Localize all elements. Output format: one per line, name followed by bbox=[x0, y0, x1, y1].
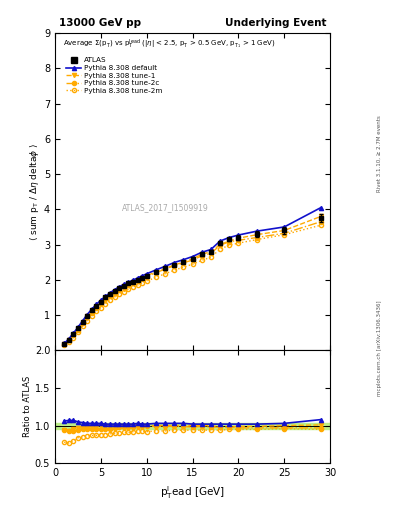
Text: 13000 GeV pp: 13000 GeV pp bbox=[59, 18, 141, 28]
Y-axis label: $\langle$ sum p$_\mathrm{T}$ / $\Delta\eta$ delta$\phi$ $\rangle$: $\langle$ sum p$_\mathrm{T}$ / $\Delta\e… bbox=[28, 143, 41, 241]
Text: Average $\Sigma$(p$_\mathrm{T}$) vs p$_\mathrm{T}^\mathrm{lead}$ ($|\eta|$ < 2.5: Average $\Sigma$(p$_\mathrm{T}$) vs p$_\… bbox=[63, 38, 276, 51]
Text: mcplots.cern.ch [arXiv:1306.3436]: mcplots.cern.ch [arXiv:1306.3436] bbox=[377, 301, 382, 396]
X-axis label: p$_\mathrm{T}^\mathrm{l}$ead [GeV]: p$_\mathrm{T}^\mathrm{l}$ead [GeV] bbox=[160, 484, 225, 501]
Text: Rivet 3.1.10, ≥ 2.7M events: Rivet 3.1.10, ≥ 2.7M events bbox=[377, 115, 382, 192]
Bar bbox=[55, 422, 330, 429]
Legend: ATLAS, Pythia 8.308 default, Pythia 8.308 tune-1, Pythia 8.308 tune-2c, Pythia 8: ATLAS, Pythia 8.308 default, Pythia 8.30… bbox=[64, 56, 164, 95]
Y-axis label: Ratio to ATLAS: Ratio to ATLAS bbox=[23, 376, 32, 437]
Text: Underlying Event: Underlying Event bbox=[225, 18, 326, 28]
Text: ATLAS_2017_I1509919: ATLAS_2017_I1509919 bbox=[122, 203, 208, 212]
